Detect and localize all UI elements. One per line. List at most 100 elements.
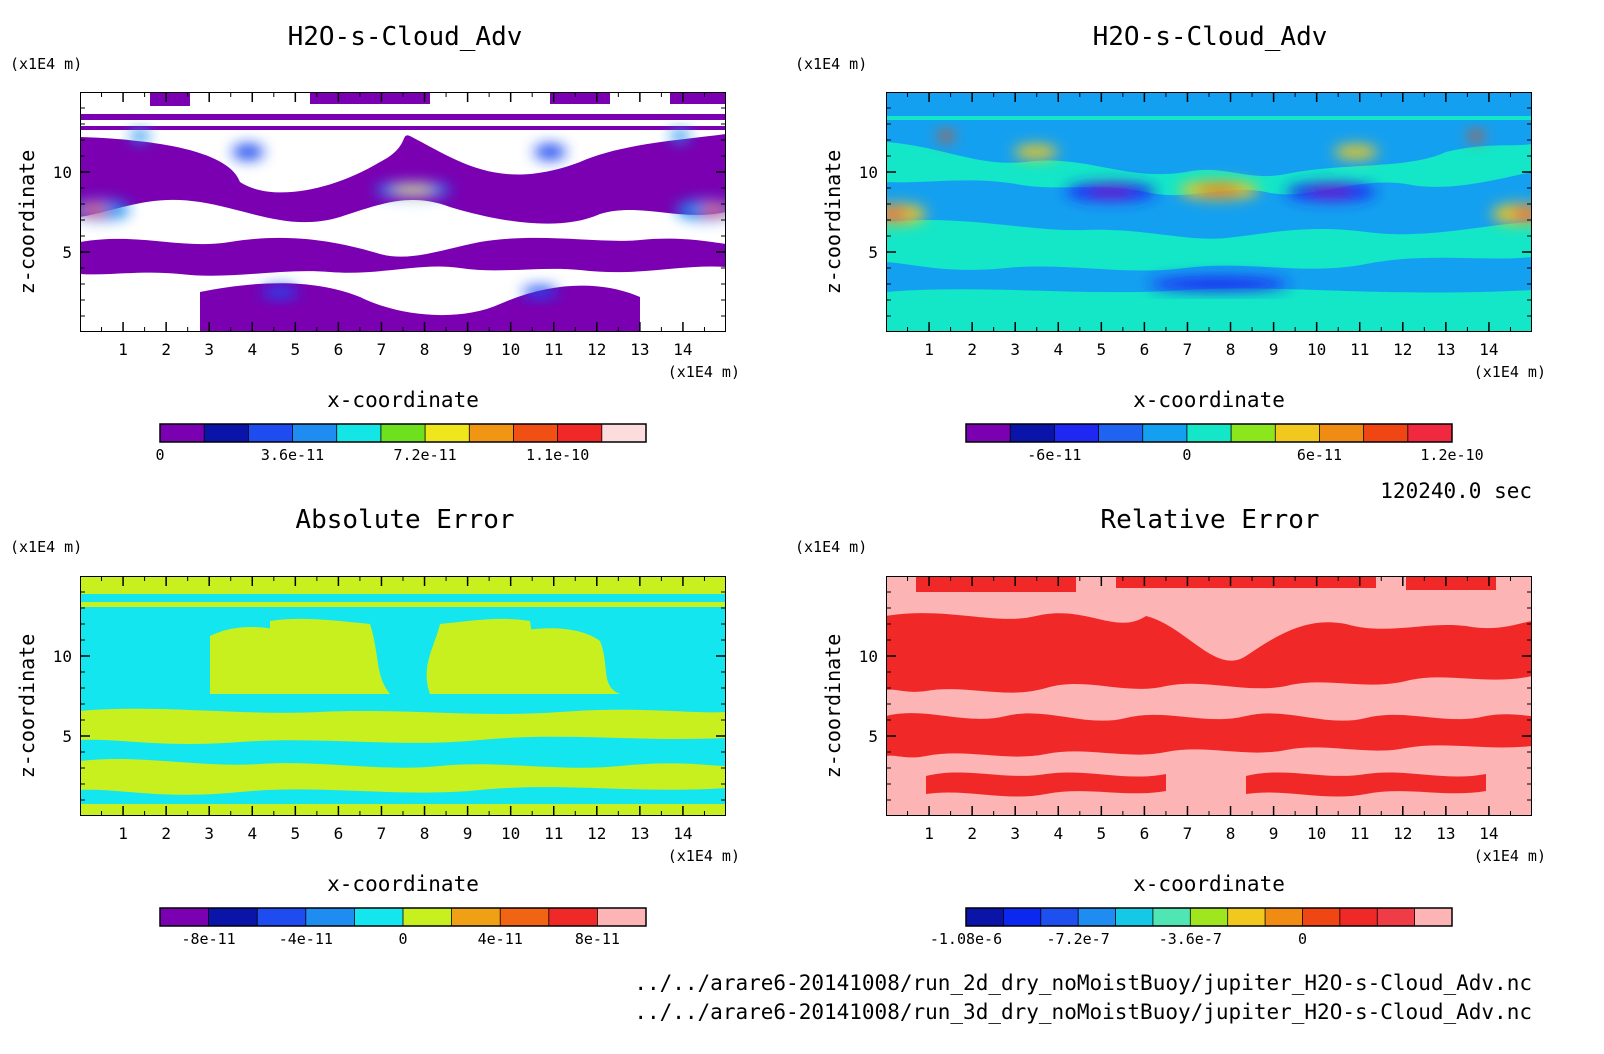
time-label: 120240.0 sec <box>1380 479 1532 503</box>
colorbar-swatch <box>1098 424 1144 442</box>
y-axis-label: z-coordinate <box>821 634 845 779</box>
colorbar-swatch <box>1407 424 1453 442</box>
x-tick-label: 11 <box>1350 824 1369 843</box>
colorbar-swatch <box>1115 908 1154 926</box>
colorbar-swatch <box>336 424 382 442</box>
colorbar-frame <box>159 423 647 443</box>
colorbar-label: -3.6e-7 <box>1159 930 1222 948</box>
panel-1-colorbar: 0 3.6e-11 7.2e-11 1.1e-10 <box>155 423 647 464</box>
y-axis-label: z-coordinate <box>821 150 845 295</box>
x-unit-label: (x1E4 m) <box>668 847 740 865</box>
colorbar-layer: 0 3.6e-11 7.2e-11 1.1e-10 -6e-11 0 6e-11 1.2e-1… <box>155 423 1484 948</box>
x-axis-label: x-coordinate <box>1133 388 1285 412</box>
x-tick-label: 10 <box>1307 340 1326 359</box>
panel-1-field <box>80 92 726 332</box>
y-tick-label: 10 <box>859 163 878 182</box>
x-tick-label: 12 <box>1393 824 1412 843</box>
x-tick-label: 14 <box>1479 340 1498 359</box>
colorbar-swatch <box>160 424 205 442</box>
colorbar-swatch <box>208 908 258 926</box>
colorbar-swatch <box>1275 424 1320 442</box>
x-tick-label: 1 <box>924 340 934 359</box>
colorbar-swatch <box>1377 908 1416 926</box>
colorbar-swatch <box>292 424 338 442</box>
x-axis-label: x-coordinate <box>1133 872 1285 896</box>
colorbar-swatch <box>403 908 453 926</box>
x-tick-label: 9 <box>463 824 473 843</box>
x-tick-label: 14 <box>673 824 692 843</box>
panel-2-y-unit: (x1E4 m) <box>795 55 867 73</box>
x-tick-label: 2 <box>967 824 977 843</box>
colorbar-swatch <box>1040 908 1079 926</box>
x-tick-label: 10 <box>501 340 520 359</box>
y-tick-label: 10 <box>53 163 72 182</box>
x-tick-label: 13 <box>1436 340 1455 359</box>
x-tick-label: 11 <box>544 824 563 843</box>
y-axis-label: z-coordinate <box>15 150 39 295</box>
colorbar-label: -7.2e-7 <box>1047 930 1110 948</box>
x-tick-label: 3 <box>204 824 214 843</box>
colorbar-label: 0 <box>155 446 164 464</box>
panel-4-title: Relative Error <box>1100 505 1319 535</box>
x-tick-label: 3 <box>1010 340 1020 359</box>
colorbar-swatch <box>1142 424 1188 442</box>
colorbar-swatch <box>966 424 1011 442</box>
x-tick-label: 5 <box>1097 340 1107 359</box>
x-tick-label: 1 <box>118 340 128 359</box>
y-tick-label: 5 <box>62 243 72 262</box>
x-tick-label: 7 <box>1183 340 1193 359</box>
panel-3-field <box>80 576 726 816</box>
colorbar-swatch <box>1363 424 1409 442</box>
x-tick-label: 4 <box>247 824 257 843</box>
x-tick-label: 14 <box>673 340 692 359</box>
colorbar-swatch <box>1339 908 1378 926</box>
colorbar-swatch <box>513 424 559 442</box>
panel-2: H2O-s-Cloud_Adv (x1E4 m) <box>795 22 1532 332</box>
x-tick-label: 1 <box>118 824 128 843</box>
colorbar-swatch <box>1054 424 1100 442</box>
colorbar-swatch <box>425 424 470 442</box>
colorbar-swatch <box>500 908 550 926</box>
x-tick-label: 6 <box>334 340 344 359</box>
x-tick-label: 7 <box>377 340 387 359</box>
colorbar-label: 0 <box>398 930 407 948</box>
x-tick-label: 11 <box>544 340 563 359</box>
panel-2-title: H2O-s-Cloud_Adv <box>1093 22 1328 52</box>
x-tick-label: 11 <box>1350 340 1369 359</box>
panel-1-y-unit: (x1E4 m) <box>10 55 82 73</box>
panel-3-title: Absolute Error <box>295 505 514 535</box>
colorbar-label: 0 <box>1298 930 1307 948</box>
panel-4-field <box>886 576 1532 816</box>
colorbar-label: -4e-11 <box>279 930 333 948</box>
colorbar-label: 7.2e-11 <box>393 446 456 464</box>
file-path-1: ../../arare6-20141008/run_2d_dry_noMoist… <box>634 971 1532 995</box>
x-tick-label: 12 <box>587 824 606 843</box>
colorbar-swatch <box>557 424 603 442</box>
colorbar-swatch <box>1265 908 1303 926</box>
colorbar-label: 1.2e-10 <box>1420 446 1483 464</box>
x-tick-label: 4 <box>247 340 257 359</box>
colorbar-swatch <box>257 908 307 926</box>
panel-4-colorbar: -1.08e-6 -7.2e-7 -3.6e-7 0 <box>930 907 1453 948</box>
y-tick-label: 5 <box>868 727 878 746</box>
x-tick-label: 8 <box>420 340 430 359</box>
panel-4-y-unit: (x1E4 m) <box>795 538 867 556</box>
colorbar-swatch <box>305 908 355 926</box>
colorbar-swatch <box>597 908 647 926</box>
x-tick-label: 2 <box>161 824 171 843</box>
colorbar-swatch <box>1231 424 1276 442</box>
colorbar-swatch <box>1414 908 1453 926</box>
x-tick-label: 3 <box>204 340 214 359</box>
colorbar-swatch <box>451 908 501 926</box>
panel-3-y-unit: (x1E4 m) <box>10 538 82 556</box>
x-tick-label: 12 <box>1393 340 1412 359</box>
x-tick-label: 6 <box>1140 340 1150 359</box>
x-tick-label: 1 <box>924 824 934 843</box>
x-tick-label: 5 <box>291 340 301 359</box>
x-tick-label: 13 <box>1436 824 1455 843</box>
x-axis-label: x-coordinate <box>327 388 479 412</box>
x-tick-label: 13 <box>630 340 649 359</box>
